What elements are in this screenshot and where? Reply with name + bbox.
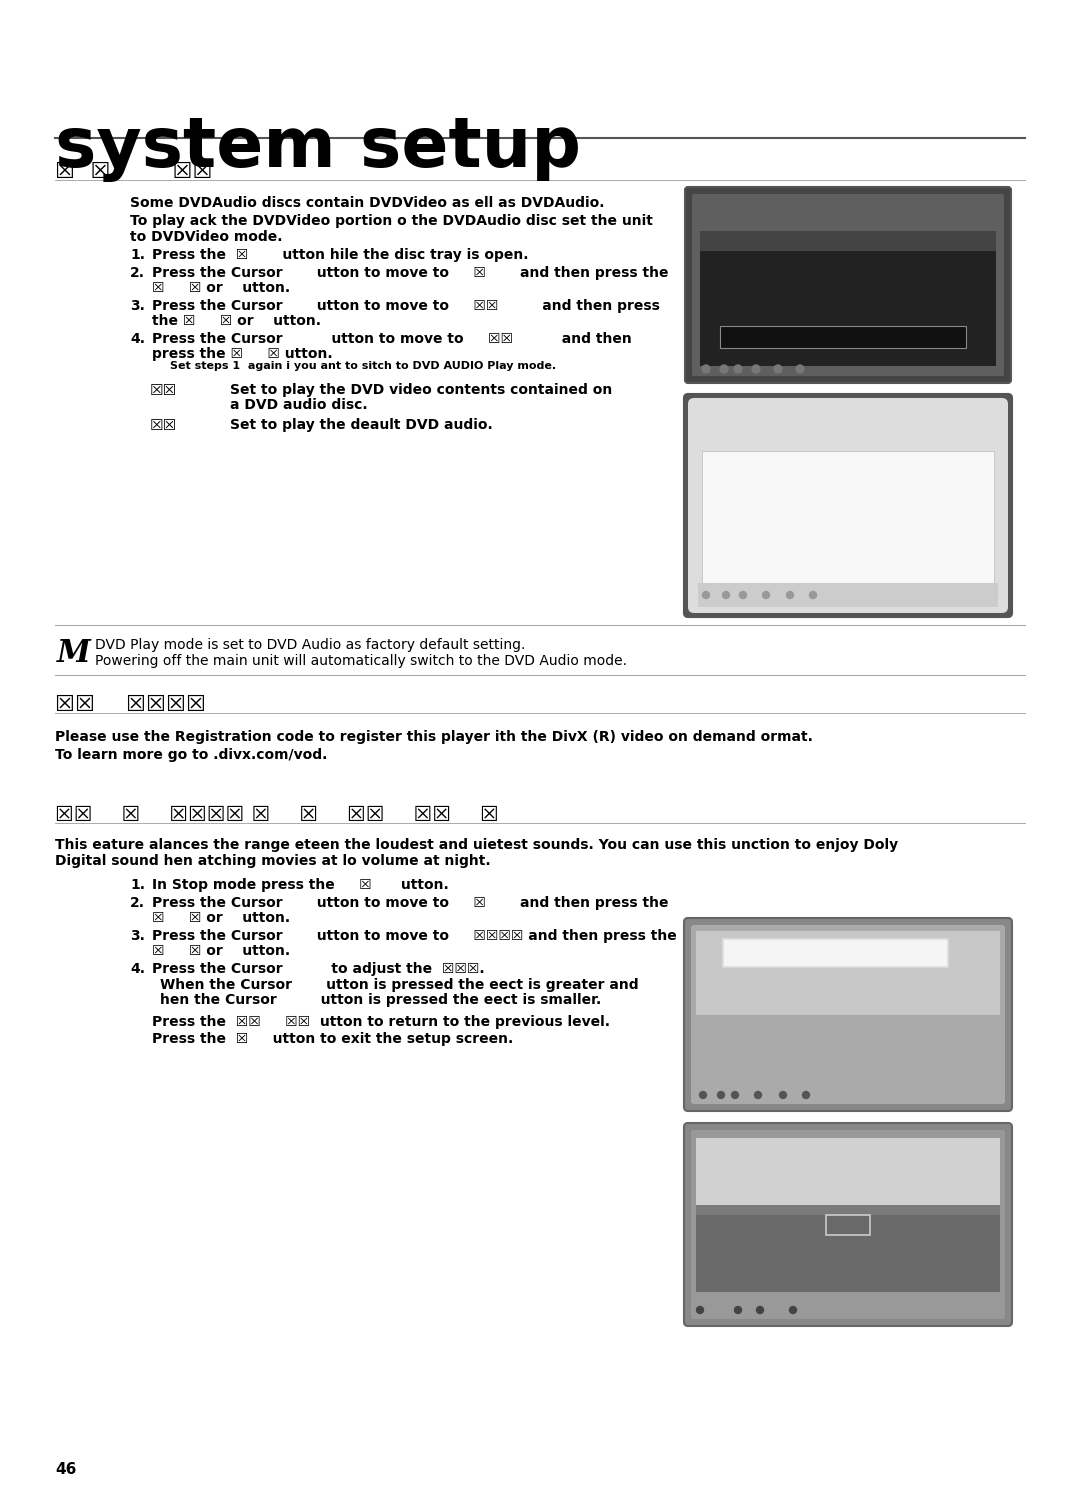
FancyBboxPatch shape	[684, 394, 1012, 618]
Text: Some DVDAudio discs contain DVDVideo as ell as DVDAudio.: Some DVDAudio discs contain DVDVideo as …	[130, 195, 605, 210]
Circle shape	[774, 366, 782, 373]
Circle shape	[740, 591, 746, 598]
Circle shape	[796, 366, 804, 373]
Text: Press the  ☒       utton hile the disc tray is open.: Press the ☒ utton hile the disc tray is …	[152, 248, 528, 263]
Text: M: M	[57, 639, 91, 668]
Text: DVD Play mode is set to DVD Audio as factory default setting.: DVD Play mode is set to DVD Audio as fac…	[95, 639, 525, 652]
Text: ☒     ☒ or    utton.: ☒ ☒ or utton.	[152, 944, 291, 958]
Text: ☒☒    ☒    ☒☒☒☒ ☒    ☒    ☒☒    ☒☒    ☒: ☒☒ ☒ ☒☒☒☒ ☒ ☒ ☒☒ ☒☒ ☒	[55, 806, 499, 825]
FancyBboxPatch shape	[692, 194, 1004, 376]
Circle shape	[789, 1307, 797, 1313]
Text: Press the  ☒☒     ☒☒  utton to return to the previous level.: Press the ☒☒ ☒☒ utton to return to the p…	[152, 1015, 610, 1029]
Text: 1.: 1.	[130, 248, 145, 263]
Text: ☒     ☒ or    utton.: ☒ ☒ or utton.	[152, 912, 291, 925]
Text: 4.: 4.	[130, 333, 145, 346]
Circle shape	[755, 1092, 761, 1098]
Text: ☒☒    ☒☒☒☒: ☒☒ ☒☒☒☒	[55, 695, 206, 715]
Circle shape	[780, 1092, 786, 1098]
Text: ☒☒: ☒☒	[150, 418, 177, 433]
Bar	[696, 1206, 1000, 1292]
Circle shape	[734, 1307, 742, 1313]
Text: 3.: 3.	[130, 930, 145, 943]
Text: This eature alances the range eteen the loudest and uietest sounds. You can use : This eature alances the range eteen the …	[55, 839, 899, 852]
Circle shape	[720, 366, 728, 373]
Text: to DVDVideo mode.: to DVDVideo mode.	[130, 230, 283, 245]
Text: Press the  ☒     utton to exit the setup screen.: Press the ☒ utton to exit the setup scre…	[152, 1032, 513, 1046]
Circle shape	[702, 366, 710, 373]
FancyBboxPatch shape	[691, 925, 1005, 1104]
Text: Digital sound hen atching movies at lo volume at night.: Digital sound hen atching movies at lo v…	[55, 853, 490, 868]
FancyBboxPatch shape	[684, 918, 1012, 1112]
Circle shape	[697, 1307, 703, 1313]
Text: 2.: 2.	[130, 897, 145, 910]
Text: hen the Cursor         utton is pressed the eect is smaller.: hen the Cursor utton is pressed the eect…	[160, 994, 602, 1007]
Bar	[696, 1138, 1000, 1214]
Text: Press the Cursor       utton to move to     ☒☒☒☒ and then press the: Press the Cursor utton to move to ☒☒☒☒ a…	[152, 930, 677, 943]
Circle shape	[717, 1092, 725, 1098]
Text: 1.: 1.	[130, 877, 145, 892]
Circle shape	[762, 591, 769, 598]
Circle shape	[802, 1092, 810, 1098]
Text: ☒     ☒ or    utton.: ☒ ☒ or utton.	[152, 280, 291, 295]
FancyBboxPatch shape	[685, 186, 1011, 383]
Text: To learn more go to .divx.com/vod.: To learn more go to .divx.com/vod.	[55, 747, 327, 762]
Text: press the ☒     ☒ utton.: press the ☒ ☒ utton.	[152, 348, 333, 361]
Text: Set steps 1  again i you ant to sitch to DVD AUDIO Play mode.: Set steps 1 again i you ant to sitch to …	[170, 361, 556, 372]
Circle shape	[702, 591, 710, 598]
Text: Please use the Registration code to register this player ith the DivX (R) video : Please use the Registration code to regi…	[55, 730, 813, 745]
Text: ☒☒: ☒☒	[150, 383, 177, 398]
Text: 46: 46	[55, 1462, 77, 1477]
Circle shape	[731, 1092, 739, 1098]
Text: ☒  ☒        ☒☒: ☒ ☒ ☒☒	[55, 163, 213, 182]
Text: Set to play the DVD video contents contained on: Set to play the DVD video contents conta…	[230, 383, 612, 397]
FancyBboxPatch shape	[684, 1123, 1012, 1326]
Text: Press the Cursor          to adjust the  ☒☒☒.: Press the Cursor to adjust the ☒☒☒.	[152, 962, 485, 976]
Circle shape	[756, 1307, 764, 1313]
Text: Press the Cursor       utton to move to     ☒☒         and then press: Press the Cursor utton to move to ☒☒ and…	[152, 298, 660, 313]
Text: Press the Cursor          utton to move to     ☒☒          and then: Press the Cursor utton to move to ☒☒ and…	[152, 333, 632, 346]
Text: To play ack the DVDVideo portion o the DVDAudio disc set the unit: To play ack the DVDVideo portion o the D…	[130, 213, 653, 228]
Circle shape	[810, 591, 816, 598]
FancyBboxPatch shape	[691, 1129, 1005, 1319]
Bar	[700, 231, 996, 251]
Text: system setup: system setup	[55, 115, 581, 182]
Text: Set to play the deault DVD audio.: Set to play the deault DVD audio.	[230, 418, 492, 433]
Text: Press the Cursor       utton to move to     ☒       and then press the: Press the Cursor utton to move to ☒ and …	[152, 266, 669, 280]
Circle shape	[734, 366, 742, 373]
Bar	[696, 931, 1000, 1015]
Text: In Stop mode press the     ☒      utton.: In Stop mode press the ☒ utton.	[152, 877, 449, 892]
Text: 4.: 4.	[130, 962, 145, 976]
Bar	[723, 938, 948, 967]
Circle shape	[786, 591, 794, 598]
Text: a DVD audio disc.: a DVD audio disc.	[230, 398, 367, 412]
Circle shape	[752, 366, 760, 373]
Bar	[702, 451, 994, 591]
Circle shape	[700, 1092, 706, 1098]
Bar	[826, 1214, 870, 1235]
Text: 2.: 2.	[130, 266, 145, 280]
Text: Powering off the main unit will automatically switch to the DVD Audio mode.: Powering off the main unit will automati…	[95, 653, 627, 668]
Text: the ☒     ☒ or    utton.: the ☒ ☒ or utton.	[152, 313, 321, 328]
Text: Press the Cursor       utton to move to     ☒       and then press the: Press the Cursor utton to move to ☒ and …	[152, 897, 669, 910]
FancyBboxPatch shape	[688, 398, 1008, 613]
Text: 3.: 3.	[130, 298, 145, 313]
Circle shape	[723, 591, 729, 598]
Text: When the Cursor       utton is pressed the eect is greater and: When the Cursor utton is pressed the eec…	[160, 977, 638, 992]
Bar	[698, 583, 998, 607]
Bar	[720, 325, 966, 348]
Bar	[700, 231, 996, 366]
